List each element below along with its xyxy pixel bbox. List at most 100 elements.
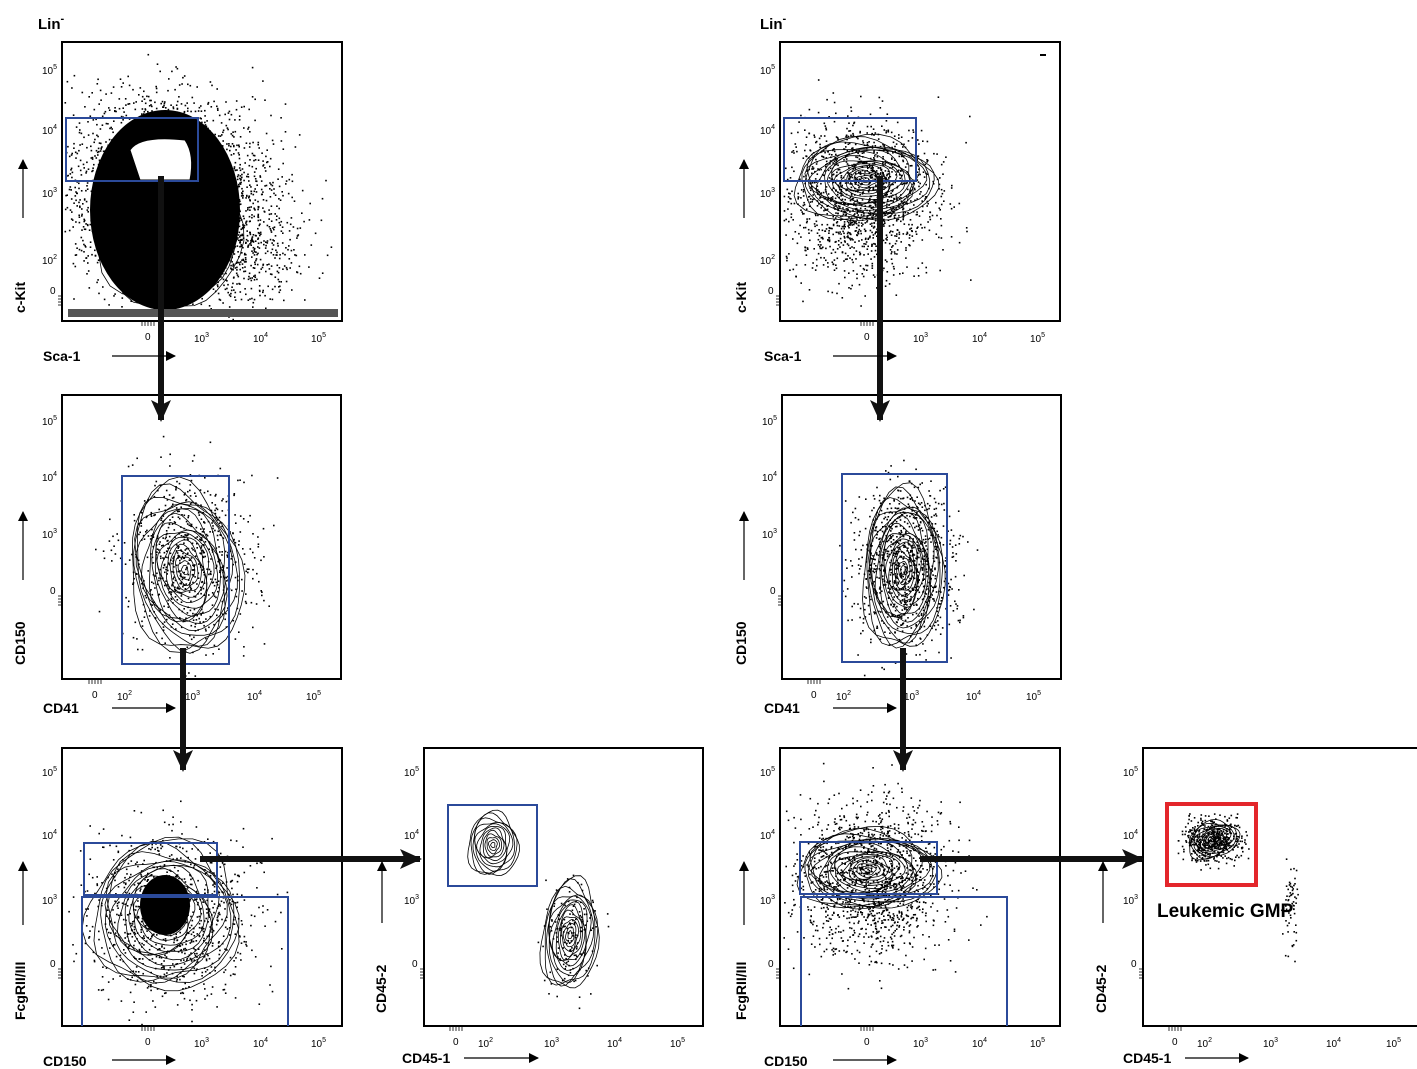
pop-cd45-1-left	[539, 875, 600, 989]
pop-cd45-1-left-dots	[537, 874, 610, 1010]
gate-cd41-right	[841, 473, 948, 663]
ckit-right-tick-zero: 0	[768, 286, 774, 297]
cd45-2-left-tick: 105	[404, 766, 419, 779]
cd150-left-tick-zero: 0	[50, 586, 56, 597]
sca1-right-tick: 103	[913, 332, 928, 345]
fcgr-right-tick: 104	[760, 829, 775, 842]
pop-fcgr-right-contours	[796, 825, 943, 910]
ylabel-cd150-right: CD150	[733, 621, 749, 665]
ylabel-ckit-left: c-Kit	[12, 282, 28, 313]
ckit-left-tick: 103	[42, 187, 57, 200]
fcgr-right-tick-zero: 0	[768, 959, 774, 970]
pop-lin-right-corner-dots	[1040, 54, 1046, 56]
sca1-left-tick: 105	[311, 332, 326, 345]
xlabel-cd150-left: CD150	[43, 1053, 87, 1069]
pop-fcgr-left-core	[140, 875, 190, 935]
cd150-left-tick: 103	[42, 528, 57, 541]
fcgr-right-tick: 105	[760, 766, 775, 779]
plot-frame-left-fcgr-cd150	[61, 747, 343, 1027]
leukemic-gmp-label: Leukemic GMP	[1157, 901, 1294, 922]
xlabel-sca1-left: Sca-1	[43, 348, 81, 364]
cd150-left-tick: 104	[42, 471, 57, 484]
lin-neg-label-left: Lin-	[38, 13, 65, 33]
cd45-1-left-tick: 105	[670, 1037, 685, 1050]
cd150-left-tick: 104	[253, 1037, 268, 1050]
gate-cd41-left	[121, 475, 230, 665]
cd150-right-tick: 104	[762, 471, 777, 484]
ckit-right-tick: 105	[760, 64, 775, 77]
gate-mep-left	[81, 896, 289, 1026]
plot-frame-right-cd45	[1142, 747, 1417, 1027]
cd150-left-tick: 103	[194, 1037, 209, 1050]
plot-frame-left-cd45	[423, 747, 704, 1027]
cd41-right-tick-zero: 0	[811, 690, 817, 701]
cd150-left-tick: 105	[42, 415, 57, 428]
svg-text:Lin-: Lin-	[760, 13, 787, 33]
ckit-left-tick: 104	[42, 124, 57, 137]
cd150-left-tick: 105	[311, 1037, 326, 1050]
pop-leukemic-gmp-contours	[1189, 818, 1241, 861]
gate-leukemic-gmp	[1165, 802, 1258, 887]
cd45-1-right-tick: 105	[1386, 1037, 1401, 1050]
cd45-2-right-tick: 103	[1123, 894, 1138, 907]
cd41-left-tick: 104	[247, 690, 262, 703]
sca1-left-tick-zero: 0	[145, 332, 151, 343]
cd45-2-right-tick: 104	[1123, 829, 1138, 842]
ylabel-cd150-left: CD150	[12, 621, 28, 665]
sca1-right-tick: 105	[1030, 332, 1045, 345]
cd45-1-right-tick: 103	[1263, 1037, 1278, 1050]
cd41-right-tick: 105	[1026, 690, 1041, 703]
fcgr-left-tick: 104	[42, 829, 57, 842]
pop-fcgr-right-dots	[783, 762, 988, 990]
ylabel-fcgr-right: FcgRII/III	[733, 962, 749, 1020]
fcgr-left-tick-zero: 0	[50, 959, 56, 970]
ylabel-cd45-2-left: CD45-2	[373, 965, 389, 1013]
cd45-2-right-tick-zero: 0	[1131, 959, 1137, 970]
ckit-left-tick-zero: 0	[50, 286, 56, 297]
fcgr-right-tick: 103	[760, 894, 775, 907]
cd41-left-tick-zero: 0	[92, 690, 98, 701]
axis-arrows	[18, 159, 1249, 1065]
plot-frame-left-ckit-sca1	[61, 41, 343, 322]
ckit-right-tick: 103	[760, 187, 775, 200]
pop-cd45-1-right-tail	[1281, 858, 1299, 963]
cd45-2-left-tick-zero: 0	[412, 959, 418, 970]
cd45-2-left-tick: 104	[404, 829, 419, 842]
gate-cd45-2-left	[447, 804, 538, 887]
gate-gmp-left	[83, 842, 218, 896]
cd45-1-left-tick: 103	[544, 1037, 559, 1050]
cd41-left-tick: 102	[117, 690, 132, 703]
cd45-1-left-tick: 104	[607, 1037, 622, 1050]
xlabel-cd45-1-right: CD45-1	[1123, 1050, 1171, 1066]
gates	[65, 117, 1008, 1026]
gating-arrows	[151, 176, 1144, 869]
ylabel-ckit-right: c-Kit	[733, 282, 749, 313]
pop-cd41-right-dots	[839, 459, 979, 677]
xlabel-cd41-right: CD41	[764, 700, 800, 716]
ylabel-cd45-2-right: CD45-2	[1093, 965, 1109, 1013]
pop-cd41-right-contours	[862, 482, 946, 649]
cd45-1-right-tick-zero: 0	[1172, 1037, 1178, 1048]
cell-populations	[64, 53, 1299, 1026]
cd41-right-tick: 103	[904, 690, 919, 703]
plot-frame-left-cd150-cd41	[61, 394, 342, 680]
pop-cd45-2-left	[467, 809, 520, 876]
ckit-left-tick: 105	[42, 64, 57, 77]
plot-frame-right-fcgr-cd150	[779, 747, 1061, 1027]
xlabel-sca1-right: Sca-1	[764, 348, 802, 364]
axis-ticks: 105 104 103 102 0 0 103 104 105 105 104 103 0 0 102 103…	[42, 64, 1401, 1050]
gate-gmp-right	[799, 841, 938, 895]
xlabel-cd45-1-left: CD45-1	[402, 1050, 450, 1066]
ckit-right-tick: 102	[760, 254, 775, 267]
cd45-1-left-tick-zero: 0	[453, 1037, 459, 1048]
cd45-2-right-tick: 105	[1123, 766, 1138, 779]
cd150-right-tick: 105	[1030, 1037, 1045, 1050]
cd150-right-tick: 103	[913, 1037, 928, 1050]
cd41-left-tick: 103	[185, 690, 200, 703]
cd41-right-tick: 104	[966, 690, 981, 703]
xlabel-cd41-left: CD41	[43, 700, 79, 716]
sca1-left-tick: 103	[194, 332, 209, 345]
ylabel-fcgr-left: FcgRII/III	[12, 962, 28, 1020]
cd150-right-tick-zero: 0	[864, 1037, 870, 1048]
